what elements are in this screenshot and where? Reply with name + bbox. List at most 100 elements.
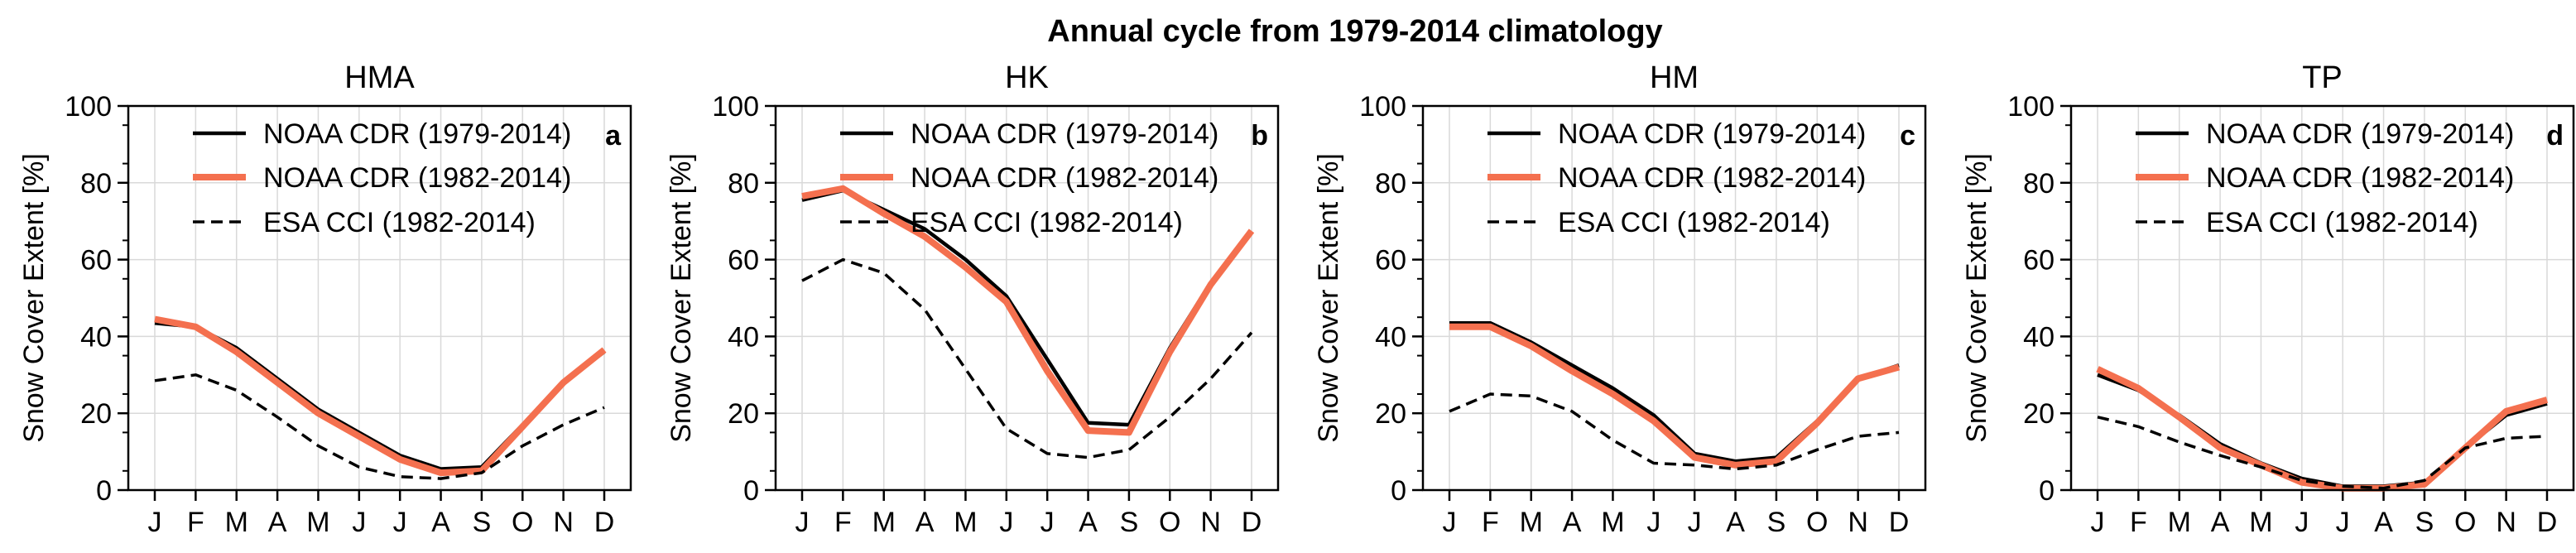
legend-label-1: NOAA CDR (1979-2014) <box>1558 118 1866 150</box>
tick-label-x: M <box>1601 507 1624 538</box>
tick-label-x: O <box>1806 507 1828 538</box>
tick-label-x: J <box>795 507 810 538</box>
tick-label-y: 0 <box>1391 475 1406 507</box>
y-axis-label: Snow Cover Extent [%] <box>1313 153 1344 443</box>
tick-label-x: O <box>2454 507 2476 538</box>
series-line-1 <box>2097 373 2548 488</box>
series-line-3 <box>1449 392 1900 471</box>
series-line-2 <box>1449 323 1901 469</box>
tick-label-y: 80 <box>1375 168 1406 200</box>
tick-label-y: 20 <box>1375 398 1406 430</box>
tick-label-y: 0 <box>96 475 112 507</box>
tick-label-x: D <box>1242 507 1262 538</box>
tick-label-x: O <box>1159 507 1180 538</box>
series-line-3 <box>801 257 1253 459</box>
y-axis-label: Snow Cover Extent [%] <box>18 153 50 443</box>
legend-label-1: NOAA CDR (1979-2014) <box>2206 118 2514 150</box>
tick-label-x: A <box>2374 507 2393 538</box>
tick-label-x: F <box>1482 507 1499 538</box>
tick-label-x: A <box>2211 507 2230 538</box>
tick-label-y: 80 <box>80 168 112 200</box>
tick-label-x: J <box>2091 507 2105 538</box>
tick-label-x: S <box>1767 507 1786 538</box>
tick-label-y: 40 <box>728 321 759 353</box>
tick-label-x: N <box>553 507 574 538</box>
tick-label-y: 40 <box>1375 321 1406 353</box>
tick-label-x: A <box>916 507 935 538</box>
legend-label-2: NOAA CDR (1982-2014) <box>2206 162 2514 194</box>
panel-title: HK <box>1005 60 1049 95</box>
tick-label-x: S <box>1120 507 1139 538</box>
panel-title: TP <box>2302 60 2343 95</box>
tick-label-y: 60 <box>728 245 759 276</box>
tick-label-x: A <box>1726 507 1745 538</box>
figure-suptitle: Annual cycle from 1979-2014 climatology <box>1047 14 1662 49</box>
legend-label-2: NOAA CDR (1982-2014) <box>263 162 571 194</box>
tick-label-y: 0 <box>2039 475 2055 507</box>
tick-label-x: J <box>999 507 1013 538</box>
tick-label-x: J <box>2336 507 2350 538</box>
tick-label-y: 20 <box>80 398 112 430</box>
legend-label-1: NOAA CDR (1979-2014) <box>911 118 1218 150</box>
tick-label-x: M <box>225 507 248 538</box>
legend-label-3: ESA CCI (1982-2014) <box>911 207 1183 238</box>
tick-label-y: 60 <box>80 245 112 276</box>
legend-label-3: ESA CCI (1982-2014) <box>1558 207 1830 238</box>
tick-label-y: 40 <box>80 321 112 353</box>
tick-label-x: D <box>2537 507 2558 538</box>
tick-label-x: F <box>2130 507 2147 538</box>
axes-frame <box>127 104 632 492</box>
tick-label-x: O <box>512 507 533 538</box>
tick-label-x: D <box>594 507 615 538</box>
axes-frame <box>1421 104 1927 492</box>
tick-label-x: F <box>187 507 204 538</box>
panel-label: b <box>1251 120 1268 151</box>
tick-label-y: 100 <box>2007 91 2055 123</box>
series-line-2 <box>801 185 1255 436</box>
tick-label-x: D <box>1889 507 1910 538</box>
tick-label-x: M <box>1520 507 1543 538</box>
tick-label-x: N <box>1848 507 1868 538</box>
tick-label-x: N <box>1200 507 1221 538</box>
panel-label: d <box>2546 120 2564 151</box>
tick-label-y: 80 <box>728 168 759 200</box>
y-axis-label: Snow Cover Extent [%] <box>1961 153 1992 443</box>
tick-label-x: M <box>2249 507 2272 538</box>
tick-label-x: M <box>872 507 896 538</box>
tick-label-x: A <box>268 507 287 538</box>
tick-label-x: J <box>148 507 162 538</box>
tick-label-x: J <box>2295 507 2309 538</box>
y-axis-label: Snow Cover Extent [%] <box>666 153 697 443</box>
legend-label-3: ESA CCI (1982-2014) <box>263 207 536 238</box>
axes-frame <box>774 104 1280 492</box>
panel-title: HMA <box>344 60 415 95</box>
panel-label: a <box>605 120 622 151</box>
tick-label-x: F <box>834 507 852 538</box>
tick-label-y: 80 <box>2023 168 2055 200</box>
tick-label-x: J <box>1040 507 1055 538</box>
tick-label-y: 100 <box>65 91 112 123</box>
tick-label-y: 60 <box>2023 245 2055 276</box>
tick-label-x: J <box>1688 507 1702 538</box>
series-line-2 <box>2096 366 2549 492</box>
tick-label-x: M <box>954 507 977 538</box>
tick-label-y: 100 <box>712 91 759 123</box>
tick-label-x: J <box>1646 507 1660 538</box>
tick-label-x: A <box>1079 507 1098 538</box>
series-line-3 <box>2097 416 2548 490</box>
series-line-2 <box>154 315 607 477</box>
panel-title: HM <box>1650 60 1699 95</box>
tick-label-x: J <box>1443 507 1457 538</box>
tick-label-y: 20 <box>2023 398 2055 430</box>
tick-label-x: S <box>2415 507 2434 538</box>
tick-label-y: 0 <box>743 475 759 507</box>
tick-label-x: M <box>2168 507 2191 538</box>
tick-label-x: J <box>352 507 366 538</box>
tick-label-y: 20 <box>728 398 759 430</box>
tick-label-x: J <box>393 507 407 538</box>
